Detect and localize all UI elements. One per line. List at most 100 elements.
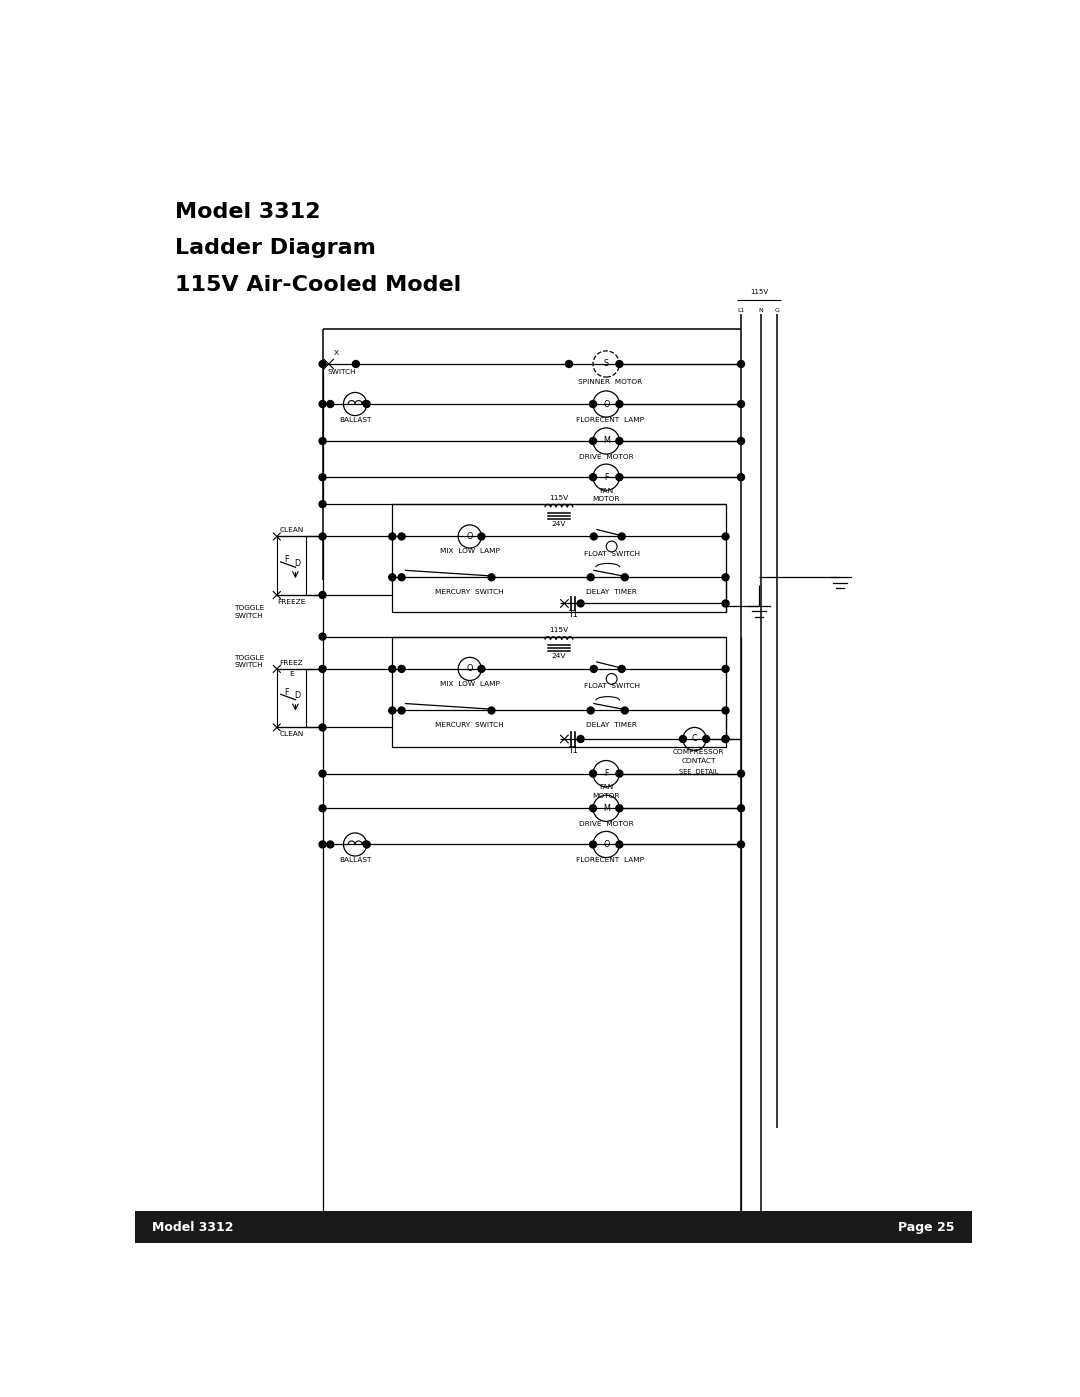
Text: D: D — [295, 692, 301, 700]
Bar — [135, 1211, 972, 1243]
Text: E: E — [289, 671, 294, 678]
Text: F: F — [604, 472, 608, 482]
Circle shape — [590, 805, 596, 812]
Circle shape — [488, 707, 495, 714]
Circle shape — [616, 437, 623, 444]
Text: F: F — [285, 687, 289, 697]
Circle shape — [590, 841, 596, 848]
Text: BALLAST: BALLAST — [339, 416, 372, 423]
Circle shape — [319, 500, 326, 507]
Circle shape — [488, 574, 495, 581]
Text: M: M — [603, 436, 609, 446]
Text: 115V Air-Cooled Model: 115V Air-Cooled Model — [175, 275, 461, 295]
Circle shape — [399, 534, 405, 539]
Text: DRIVE  MOTOR: DRIVE MOTOR — [579, 454, 634, 460]
Text: G: G — [774, 307, 779, 313]
Text: T1: T1 — [568, 746, 578, 754]
Text: 115V: 115V — [750, 289, 768, 295]
Text: MOTOR: MOTOR — [593, 496, 620, 502]
Circle shape — [319, 401, 326, 408]
Circle shape — [588, 707, 594, 714]
Circle shape — [588, 574, 594, 581]
Text: MIX  LOW  LAMP: MIX LOW LAMP — [440, 680, 500, 687]
Text: FAN: FAN — [599, 488, 613, 493]
Text: D: D — [295, 559, 301, 569]
Circle shape — [723, 735, 729, 742]
Text: MOTOR: MOTOR — [593, 792, 620, 799]
Circle shape — [723, 735, 729, 742]
Circle shape — [363, 841, 370, 848]
Text: O: O — [603, 400, 609, 408]
Text: M: M — [603, 803, 609, 813]
Circle shape — [723, 534, 729, 539]
Text: S: S — [604, 359, 609, 369]
Text: TOGGLE: TOGGLE — [233, 655, 264, 661]
Text: MERCURY  SWITCH: MERCURY SWITCH — [435, 722, 504, 728]
Text: FAN: FAN — [599, 784, 613, 791]
Circle shape — [478, 534, 485, 539]
Circle shape — [738, 401, 744, 408]
Text: DELAY  TIMER: DELAY TIMER — [586, 590, 637, 595]
Circle shape — [618, 534, 625, 539]
Circle shape — [399, 707, 405, 714]
Circle shape — [591, 534, 597, 539]
Text: BALLAST: BALLAST — [339, 858, 372, 863]
Circle shape — [319, 633, 326, 640]
Circle shape — [723, 707, 729, 714]
Text: SWITCH: SWITCH — [327, 369, 356, 374]
Text: L1: L1 — [738, 307, 745, 313]
Text: C: C — [691, 735, 698, 743]
Circle shape — [618, 665, 625, 672]
Text: SPINNER  MOTOR: SPINNER MOTOR — [578, 379, 643, 386]
Text: 115V: 115V — [550, 627, 568, 633]
Text: F: F — [604, 770, 608, 778]
Circle shape — [590, 770, 596, 777]
Circle shape — [616, 770, 623, 777]
Text: 115V: 115V — [550, 495, 568, 500]
Circle shape — [738, 770, 744, 777]
Circle shape — [319, 437, 326, 444]
Text: DRIVE  MOTOR: DRIVE MOTOR — [579, 821, 634, 827]
Circle shape — [319, 841, 326, 848]
Circle shape — [319, 665, 326, 672]
Circle shape — [616, 360, 623, 367]
Text: CLEAN: CLEAN — [280, 528, 303, 534]
Text: MIX  LOW  LAMP: MIX LOW LAMP — [440, 549, 500, 555]
Circle shape — [319, 591, 326, 598]
Circle shape — [591, 665, 597, 672]
Bar — [392, 637, 726, 746]
Text: O: O — [603, 840, 609, 849]
Text: F: F — [285, 555, 289, 564]
Circle shape — [738, 805, 744, 812]
Circle shape — [703, 735, 710, 742]
Text: X: X — [334, 349, 339, 356]
Circle shape — [738, 841, 744, 848]
Text: DELAY  TIMER: DELAY TIMER — [586, 722, 637, 728]
Circle shape — [723, 665, 729, 672]
Circle shape — [738, 437, 744, 444]
Text: FREEZ: FREEZ — [280, 659, 303, 666]
Circle shape — [389, 665, 395, 672]
Circle shape — [723, 574, 729, 581]
Text: CLEAN: CLEAN — [280, 731, 303, 738]
Circle shape — [327, 841, 334, 848]
Circle shape — [590, 474, 596, 481]
Text: CONTACT: CONTACT — [681, 757, 716, 764]
Circle shape — [616, 474, 623, 481]
Circle shape — [590, 437, 596, 444]
Circle shape — [621, 574, 629, 581]
Circle shape — [478, 665, 485, 672]
Circle shape — [319, 360, 326, 367]
Circle shape — [679, 735, 687, 742]
Text: FREEZE: FREEZE — [278, 599, 306, 605]
Text: SWITCH: SWITCH — [234, 613, 264, 619]
Bar — [392, 504, 726, 612]
Text: N: N — [759, 307, 764, 313]
Text: Model 3312: Model 3312 — [152, 1221, 233, 1234]
Circle shape — [319, 474, 326, 481]
Circle shape — [566, 360, 572, 367]
Circle shape — [399, 665, 405, 672]
Circle shape — [399, 574, 405, 581]
Text: FLOAT  SWITCH: FLOAT SWITCH — [583, 683, 639, 689]
Text: Page 25: Page 25 — [899, 1221, 955, 1234]
